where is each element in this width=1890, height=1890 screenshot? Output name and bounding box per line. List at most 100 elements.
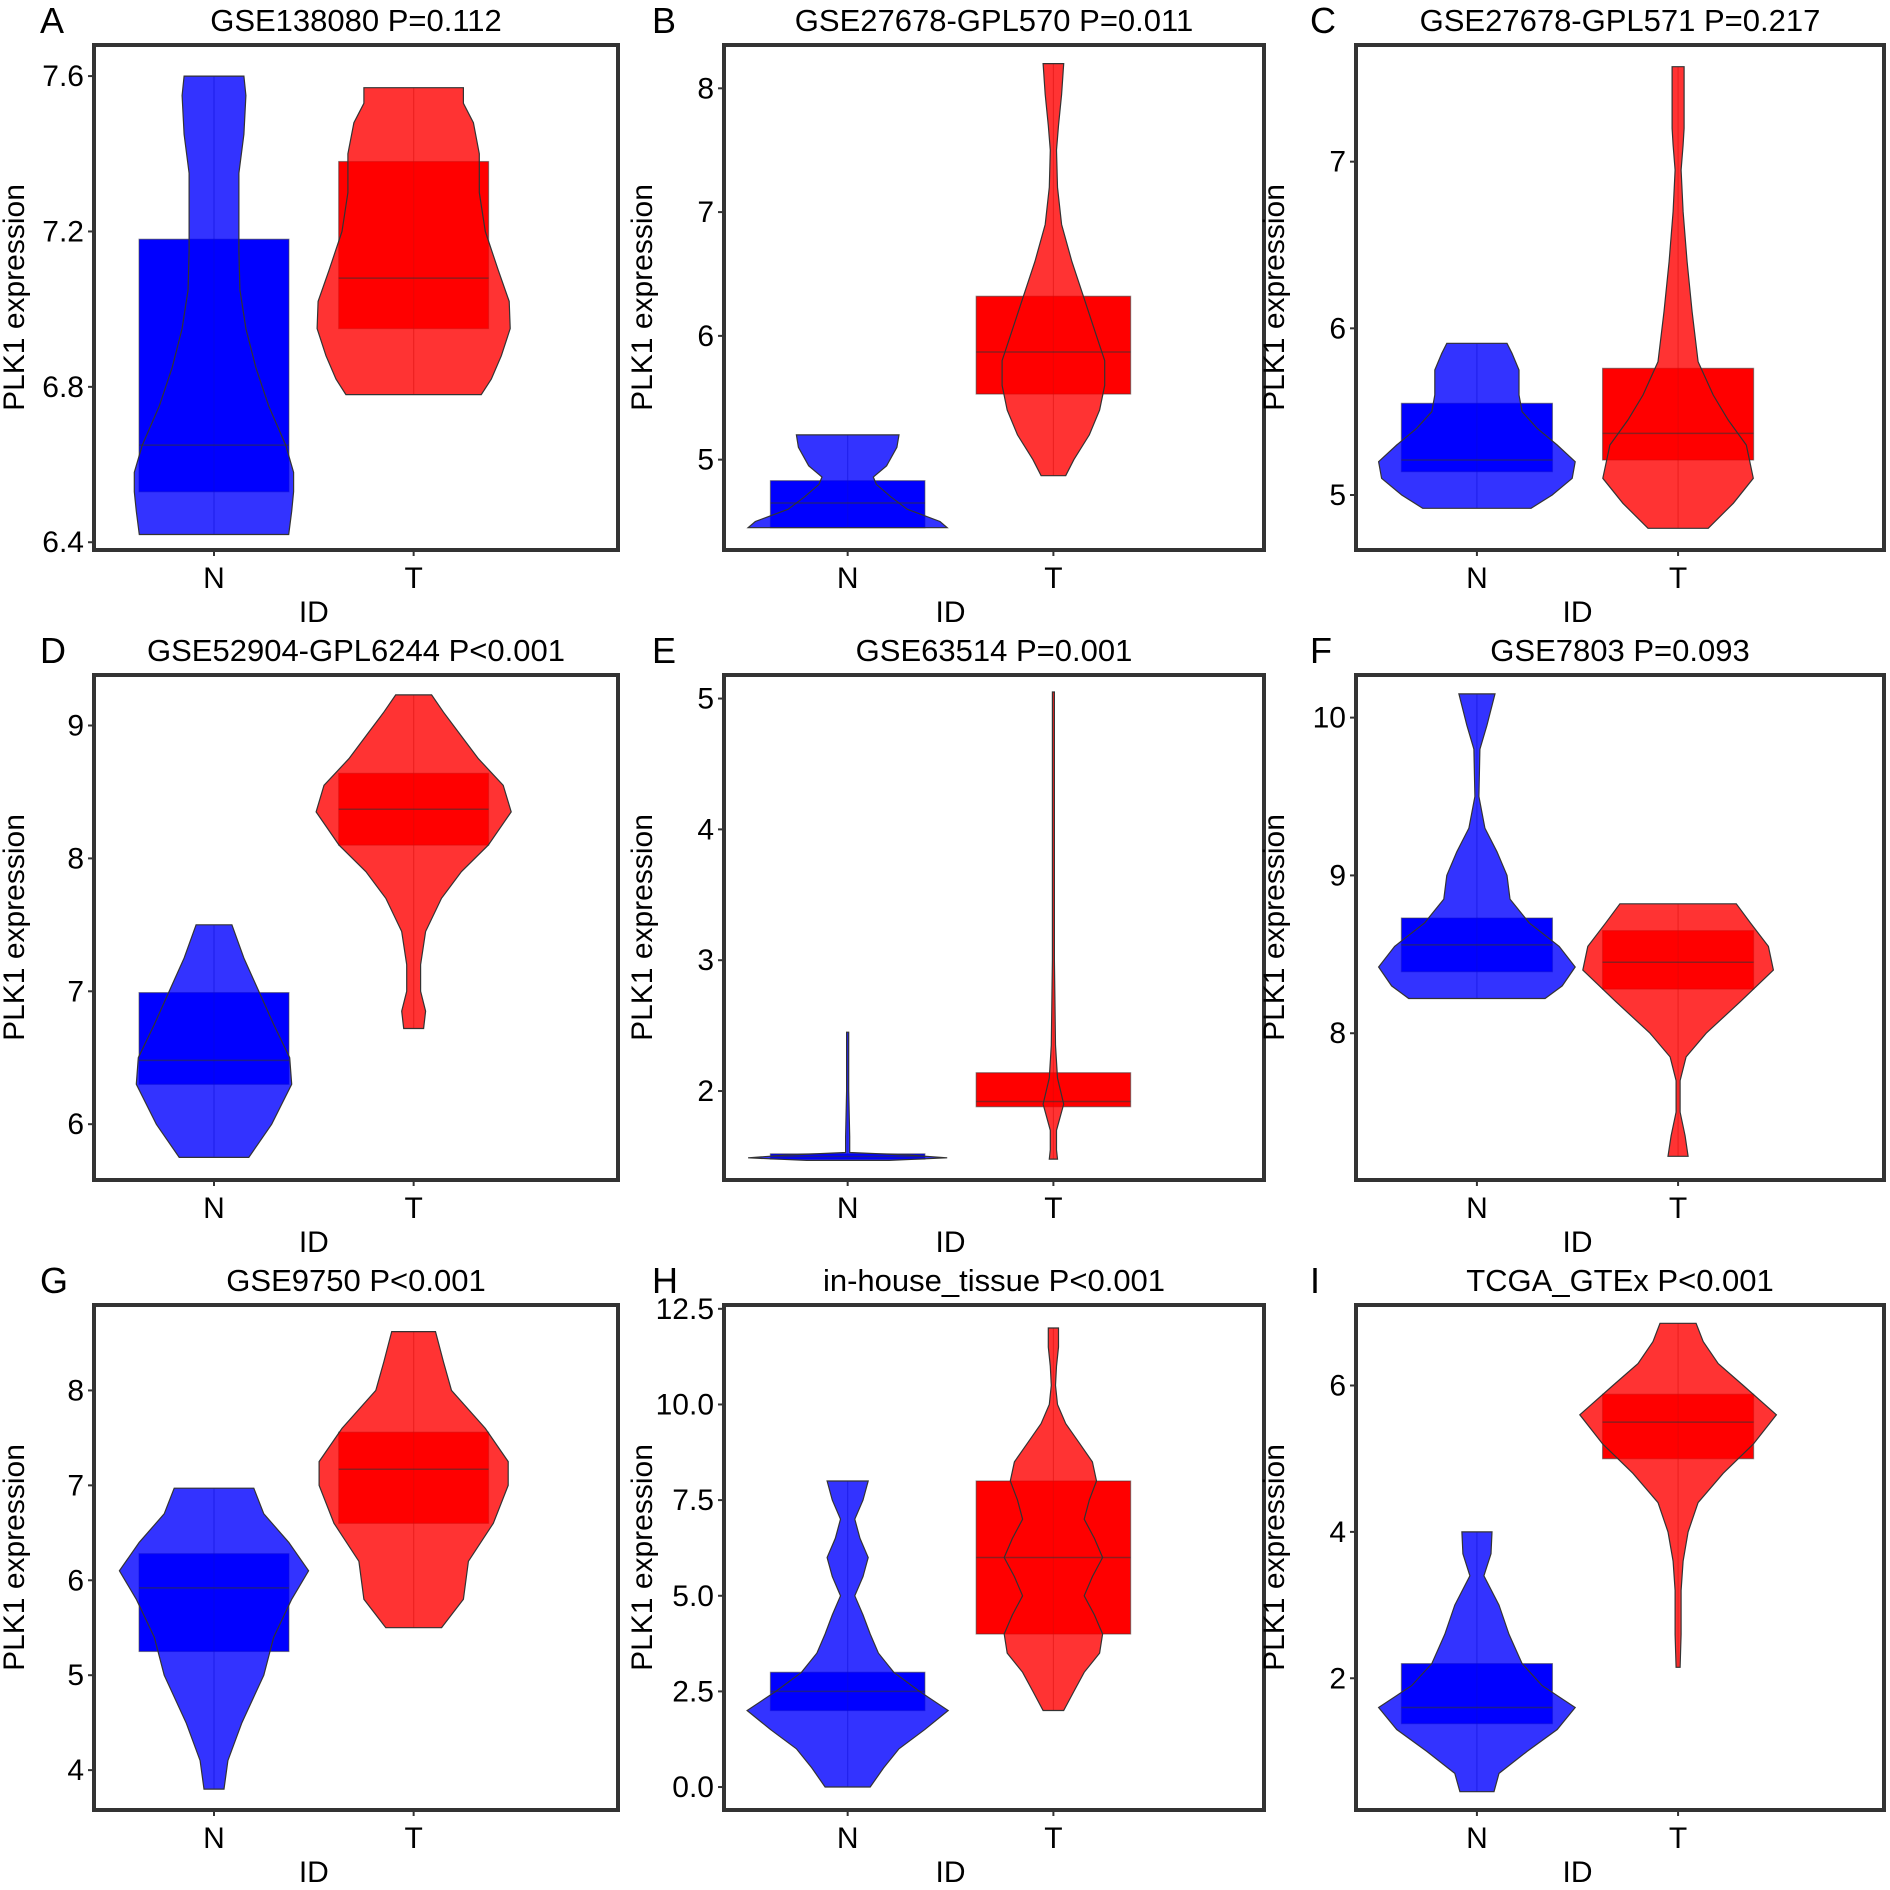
series-n <box>133 75 295 536</box>
y-axis-title: PLK1 expression <box>0 1444 31 1671</box>
violin <box>1602 66 1754 529</box>
series-t <box>316 87 511 396</box>
y-tick-label: 5 <box>67 1659 84 1692</box>
x-tick-label: T <box>404 1192 422 1225</box>
x-tick-label: N <box>1466 562 1488 595</box>
x-tick-label: N <box>837 1192 859 1225</box>
y-tick-label: 7.2 <box>42 215 84 248</box>
x-tick-label: N <box>837 1822 859 1855</box>
panel-f: F GSE7803 P=0.093 8 9 10 PLK1 expression N T ID <box>1258 630 1886 1259</box>
y-tick-label: 10 <box>1313 702 1346 735</box>
y-tick-label: 8 <box>67 1374 84 1407</box>
y-tick-label: 12.5 <box>656 1293 714 1326</box>
y-tick-label: 9 <box>1329 859 1346 892</box>
violin <box>1003 1327 1104 1712</box>
x-tick-label: N <box>203 562 225 595</box>
panel-e: E GSE63514 P=0.001 2 3 4 5 PLK1 expression N T ID <box>626 630 1266 1259</box>
x-tick-label: T <box>404 1822 422 1855</box>
x-axis-title: ID <box>1562 1856 1592 1889</box>
plot-frame <box>722 673 1266 1182</box>
y-tick-label: 2 <box>697 1075 714 1108</box>
x-tick-label: T <box>1044 1192 1062 1225</box>
panel-letter: E <box>652 630 676 671</box>
y-axis-title: PLK1 expression <box>1258 814 1291 1041</box>
y-axis-title: PLK1 expression <box>0 184 31 411</box>
x-tick-label: N <box>1466 1192 1488 1225</box>
violin <box>1001 63 1106 477</box>
y-tick-label: 4 <box>697 813 714 846</box>
panel-letter: H <box>652 1260 678 1301</box>
x-axis-title: ID <box>1562 1226 1592 1259</box>
violin <box>1377 693 1576 1000</box>
series-n <box>746 434 949 529</box>
panel-letter: A <box>40 0 64 41</box>
y-tick-label: 9 <box>67 710 84 743</box>
y-tick-label: 6 <box>1329 1370 1346 1403</box>
y-tick-label: 5 <box>1329 479 1346 512</box>
x-axis-title: ID <box>936 596 966 629</box>
panel-letter: C <box>1310 0 1336 41</box>
violin <box>1042 691 1065 1160</box>
x-axis-title: ID <box>936 1226 966 1259</box>
y-tick-label: 8 <box>697 72 714 105</box>
plot-frame <box>92 43 620 552</box>
x-axis-title: ID <box>299 1856 329 1889</box>
series-n <box>748 1031 948 1161</box>
violin <box>318 1331 509 1629</box>
x-axis-title: ID <box>936 1856 966 1889</box>
y-tick-label: 2 <box>1329 1662 1346 1695</box>
series-t <box>318 1331 509 1629</box>
panel-b: B GSE27678-GPL570 P=0.011 5 6 7 8 PLK1 express… <box>626 0 1266 629</box>
plot-frame <box>1354 43 1886 552</box>
panel-d: D GSE52904-GPL6244 P<0.001 6 7 8 9 PLK1 expres… <box>0 630 620 1259</box>
x-tick-label: T <box>1669 1822 1687 1855</box>
x-tick-label: T <box>404 562 422 595</box>
y-tick-label: 2.5 <box>672 1675 714 1708</box>
series-n <box>1377 1531 1577 1793</box>
y-axis-title: PLK1 expression <box>1258 184 1291 411</box>
plot-frame <box>722 43 1266 552</box>
x-tick-label: N <box>1466 1822 1488 1855</box>
x-axis-title: ID <box>1562 596 1592 629</box>
violin <box>746 434 949 529</box>
panel-a: A GSE138080 P=0.112 6.4 6.8 7.2 7.6 PLK1 expre… <box>0 0 620 629</box>
y-tick-label: 7.6 <box>42 60 84 93</box>
y-tick-label: 6 <box>1329 312 1346 345</box>
x-tick-label: T <box>1044 1822 1062 1855</box>
violin <box>1377 1531 1577 1793</box>
series-n <box>118 1487 310 1790</box>
panel-title: GSE9750 P<0.001 <box>226 1263 485 1298</box>
y-axis-title: PLK1 expression <box>626 184 659 411</box>
y-tick-label: 5 <box>697 444 714 477</box>
x-tick-label: N <box>837 562 859 595</box>
y-tick-label: 4 <box>67 1754 84 1787</box>
panel-letter: B <box>652 0 676 41</box>
panel-c: C GSE27678-GPL571 P=0.217 5 6 7 PLK1 expressi… <box>1258 0 1886 629</box>
violin <box>1377 342 1576 509</box>
y-tick-label: 6.4 <box>42 526 84 559</box>
y-tick-label: 7 <box>697 196 714 229</box>
violin <box>748 1031 948 1161</box>
series-t <box>315 694 512 1030</box>
series-t <box>975 691 1132 1160</box>
plot-frame <box>1354 673 1886 1182</box>
series-t <box>1578 1322 1778 1668</box>
y-tick-label: 6.8 <box>42 371 84 404</box>
violin <box>746 1480 950 1788</box>
series-n <box>746 1480 950 1788</box>
y-tick-label: 5.0 <box>672 1580 714 1613</box>
y-tick-label: 7 <box>67 1469 84 1502</box>
violin <box>316 87 511 396</box>
panel-title: in-house_tissue P<0.001 <box>823 1263 1165 1298</box>
x-tick-label: T <box>1669 1192 1687 1225</box>
y-axis-title: PLK1 expression <box>0 814 31 1041</box>
y-axis-title: PLK1 expression <box>626 814 659 1041</box>
y-axis-title: PLK1 expression <box>1258 1444 1291 1671</box>
violin <box>315 694 512 1030</box>
panel-letter: G <box>40 1260 68 1301</box>
y-tick-label: 5 <box>697 683 714 716</box>
violin <box>1578 1322 1778 1668</box>
